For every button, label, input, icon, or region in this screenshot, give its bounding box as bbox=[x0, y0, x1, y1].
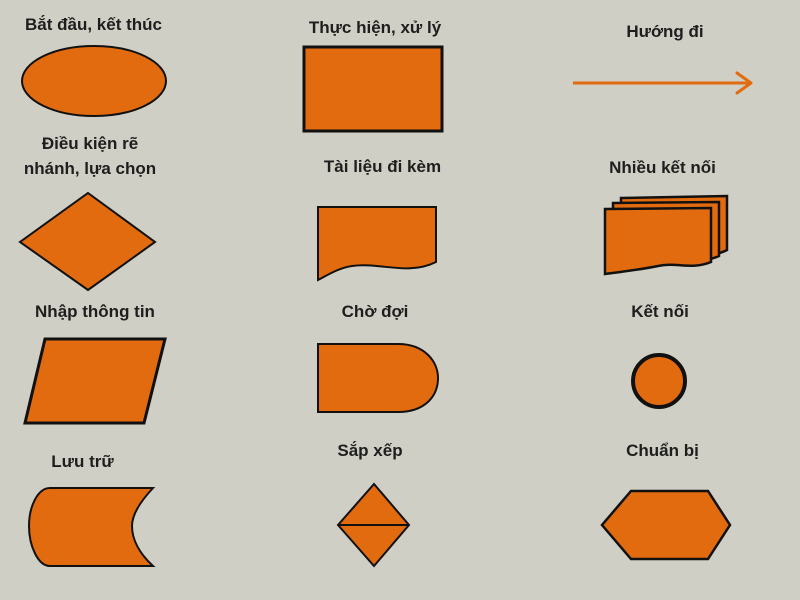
delay-icon bbox=[317, 343, 440, 413]
hexagon-icon bbox=[600, 489, 732, 561]
rectangle-icon bbox=[302, 45, 444, 133]
arrow-icon bbox=[573, 71, 753, 95]
parallelogram-icon bbox=[23, 337, 167, 425]
label-decision-line-2: nhánh, lựa chọn bbox=[23, 159, 157, 178]
label-delay: Chờ đợi bbox=[341, 302, 409, 321]
label-connector: Kết nối bbox=[631, 302, 689, 321]
label-decision-line-1: Điều kiện rẽ bbox=[41, 134, 139, 153]
label-storage: Lưu trữ bbox=[51, 452, 114, 471]
label-document: Tài liệu đi kèm bbox=[323, 157, 442, 176]
label-direction: Hướng đi bbox=[626, 22, 704, 41]
circle-icon bbox=[631, 353, 687, 409]
label-input: Nhập thông tin bbox=[35, 302, 155, 321]
sort-icon bbox=[336, 482, 411, 568]
document-icon bbox=[317, 206, 437, 282]
label-decision: Điều kiện rẽ nhánh, lựa chọn bbox=[10, 131, 170, 181]
multi-document-icon bbox=[603, 194, 729, 276]
label-preparation: Chuẩn bị bbox=[626, 441, 699, 460]
label-process: Thực hiện, xử lý bbox=[308, 18, 442, 37]
ellipse-icon bbox=[21, 45, 167, 117]
stored-data-icon bbox=[27, 487, 156, 567]
diamond-icon bbox=[18, 191, 157, 292]
label-multi-document: Nhiều kết nối bbox=[609, 158, 716, 177]
label-sort: Sắp xếp bbox=[337, 441, 403, 460]
label-start-end: Bắt đầu, kết thúc bbox=[25, 15, 162, 34]
